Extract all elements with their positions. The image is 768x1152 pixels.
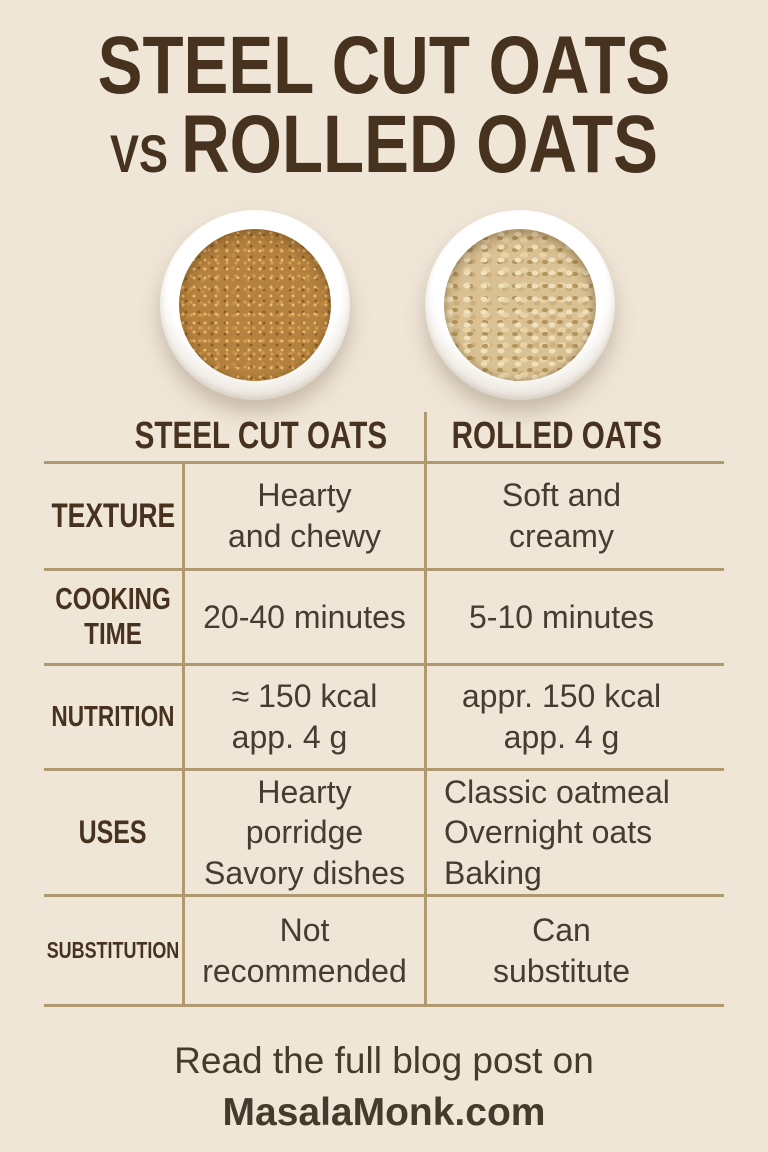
comparison-table: STEEL CUT OATS ROLLED OATS TEXTURE Heart… (44, 412, 724, 1007)
footer-text: Read the full blog post on (174, 1040, 594, 1081)
column-header-steel-cut-label: STEEL CUT OATS (134, 415, 388, 457)
column-header-steel-cut: STEEL CUT OATS (44, 412, 424, 464)
title-text-2: ROLLED OATS (181, 99, 658, 190)
cell-nutrition-steel-cut: ≈ 150 kcal app. 4 g (182, 666, 424, 771)
footer: Read the full blog post on MasalaMonk.co… (0, 1039, 768, 1135)
title-line-2: vs ROLLED OATS (69, 104, 699, 194)
title-block: STEEL CUT OATS vs ROLLED OATS (0, 0, 768, 194)
row-label-uses: USES (44, 771, 182, 897)
cell-texture-rolled: Soft and creamy (424, 464, 724, 571)
cell-uses-steel-cut: Hearty porridge Savory dishes (182, 771, 424, 897)
cell-uses-rolled: Classic oatmeal Overnight oats Baking (424, 771, 724, 897)
row-label-texture: TEXTURE (44, 464, 182, 571)
cell-substitution-steel-cut: Not recommended (182, 897, 424, 1007)
cell-cooking-time-steel-cut: 20-40 minutes (182, 571, 424, 666)
title-vs: vs (110, 125, 168, 184)
cell-nutrition-rolled: appr. 150 kcal app. 4 g (424, 666, 724, 771)
column-header-rolled-label: ROLLED OATS (451, 415, 662, 457)
cell-texture-steel-cut: Hearty and chewy (182, 464, 424, 571)
row-label-nutrition: NUTRITION (44, 666, 182, 771)
column-header-rolled: ROLLED OATS (424, 412, 724, 464)
rolled-oats-texture (444, 229, 596, 381)
row-label-cooking-time: COOKING TIME (44, 571, 182, 666)
cell-nutrition-steel-cut-text: ≈ 150 kcal app. 4 g (231, 678, 378, 755)
cell-substitution-rolled: Can substitute (424, 897, 724, 1007)
steel-cut-oats-texture (179, 229, 331, 381)
title-line-1: STEEL CUT OATS (69, 25, 699, 107)
steel-cut-oats-bowl-image (160, 210, 350, 400)
title-text-1: STEEL CUT OATS (97, 20, 671, 111)
cell-cooking-time-rolled: 5-10 minutes (424, 571, 724, 666)
footer-site-name: MasalaMonk.com (222, 1091, 546, 1135)
rolled-oats-bowl-image (425, 210, 615, 400)
row-label-substitution: SUBSTITUTION (44, 897, 182, 1007)
bowls-row (0, 210, 768, 400)
